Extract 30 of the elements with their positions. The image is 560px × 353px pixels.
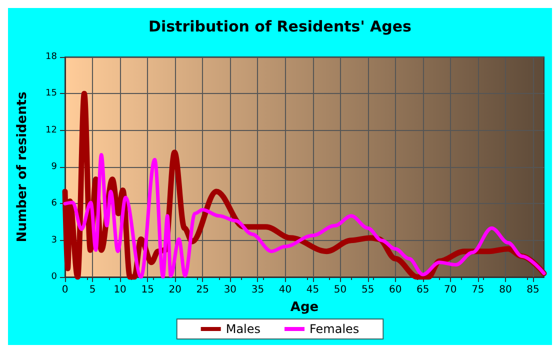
legend-label: Females xyxy=(310,322,360,336)
x-tick-label: 70 xyxy=(444,284,457,296)
x-tick-label: 40 xyxy=(278,284,292,296)
x-axis-title: Age xyxy=(290,300,319,315)
x-tick-label: 45 xyxy=(306,284,320,296)
chart-title: Distribution of Residents' Ages xyxy=(148,18,412,36)
x-tick-label: 0 xyxy=(62,284,68,296)
x-tick-label: 35 xyxy=(251,284,264,296)
x-tick-label: 25 xyxy=(196,284,210,296)
y-tick-label: 15 xyxy=(46,88,57,99)
x-tick-label: 15 xyxy=(141,284,154,296)
x-tick-label: 65 xyxy=(416,284,430,296)
x-tick-label: 55 xyxy=(361,284,374,296)
x-tick-label: 30 xyxy=(224,284,237,296)
legend-label: Males xyxy=(226,322,261,336)
x-tick-label: 10 xyxy=(114,284,126,296)
y-tick-label: 6 xyxy=(51,198,58,209)
x-tick-label: 85 xyxy=(526,284,540,296)
y-tick-label: 12 xyxy=(46,125,57,136)
x-tick-label: 50 xyxy=(334,284,347,296)
y-axis-title: Number of residents xyxy=(15,91,30,242)
y-tick-label: 18 xyxy=(46,52,58,62)
x-tick-label: 75 xyxy=(472,284,484,296)
x-tick-label: 20 xyxy=(168,284,182,296)
x-tick-label: 80 xyxy=(499,284,512,296)
x-tick-label: 60 xyxy=(388,284,402,296)
y-tick-label: 9 xyxy=(51,162,58,172)
y-tick-label: 3 xyxy=(51,235,57,246)
x-tick-label: 5 xyxy=(89,284,96,296)
y-tick-label: 0 xyxy=(51,272,58,282)
